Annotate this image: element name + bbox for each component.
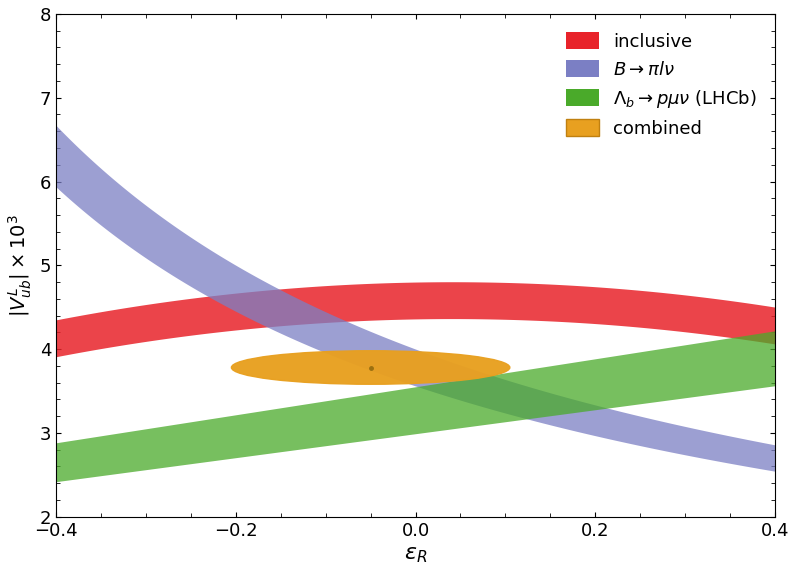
Legend: inclusive, $B\to\pi l\nu$, $\Lambda_b\to p\mu\nu$ (LHCb), combined: inclusive, $B\to\pi l\nu$, $\Lambda_b\to…: [557, 23, 766, 146]
Y-axis label: $|V_{ub}^{L}| \times 10^{3}$: $|V_{ub}^{L}| \times 10^{3}$: [7, 214, 34, 317]
Ellipse shape: [232, 351, 510, 384]
X-axis label: $\varepsilon_{R}$: $\varepsilon_{R}$: [404, 545, 427, 565]
